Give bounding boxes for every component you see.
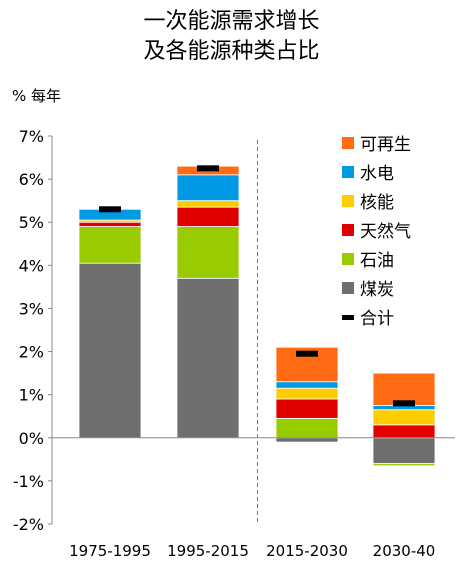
legend-swatch xyxy=(342,195,354,207)
legend-label: 可再生 xyxy=(360,135,411,155)
bar-segment xyxy=(372,372,436,406)
bar-segment xyxy=(176,200,240,208)
y-tick-label: 2% xyxy=(19,343,44,362)
legend-label: 核能 xyxy=(360,193,394,213)
y-tick-label: 5% xyxy=(19,213,44,232)
y-tick-label: 0% xyxy=(19,429,44,448)
bar-segment xyxy=(176,174,240,202)
legend-swatch xyxy=(342,166,354,178)
legend-label: 合计 xyxy=(360,309,394,329)
y-tick-label: 1% xyxy=(19,386,44,405)
bar-segment xyxy=(275,417,339,439)
bar-segment xyxy=(176,206,240,227)
total-marker xyxy=(393,400,415,407)
legend-label: 石油 xyxy=(360,251,394,271)
legend-swatch xyxy=(342,282,354,294)
bar-segment xyxy=(176,277,240,439)
y-axis: -2% -1% 0% 1% 2% 3% 4% 5% 6% 7% xyxy=(13,127,53,534)
bar-segment xyxy=(372,437,436,465)
bar-segment xyxy=(78,226,142,264)
y-tick-label: 6% xyxy=(19,170,44,189)
x-tick-label: 1975-1995 xyxy=(69,542,151,560)
y-tick-label: 3% xyxy=(19,299,44,318)
bar-segment xyxy=(275,398,339,419)
bar-segment xyxy=(275,381,339,389)
x-tick-label: 2015-2030 xyxy=(266,542,348,560)
x-tick-label: 2030-40 xyxy=(373,542,436,560)
y-tick-label: 7% xyxy=(19,127,44,146)
bar-segment xyxy=(372,463,436,467)
y-axis-unit-label: % 每年 xyxy=(12,87,62,105)
legend-label: 天然气 xyxy=(360,222,411,242)
chart-subtitle: 及各能源种类占比 xyxy=(143,39,320,64)
bar-segment xyxy=(176,226,240,279)
x-tick-label: 1995-2015 xyxy=(167,542,249,560)
y-tick-label: -1% xyxy=(13,472,44,491)
legend-label: 煤炭 xyxy=(360,280,394,300)
chart-title: 一次能源需求增长 xyxy=(143,9,320,34)
bar-segment xyxy=(275,437,339,443)
bar-segment xyxy=(78,262,142,439)
legend-swatch xyxy=(342,253,354,265)
bar-segment xyxy=(372,409,436,426)
total-marker xyxy=(99,206,121,213)
legend-label: 水电 xyxy=(360,164,394,184)
y-tick-label: 4% xyxy=(19,256,44,275)
bar-segment xyxy=(78,221,142,227)
bar-segment xyxy=(372,424,436,439)
total-marker xyxy=(296,350,318,357)
total-marker xyxy=(197,165,219,172)
legend-swatch xyxy=(342,224,354,236)
x-axis: 1975-1995 1995-2015 2015-2030 2030-40 xyxy=(52,140,455,560)
legend-swatch xyxy=(342,137,354,149)
legend-swatch-total xyxy=(342,315,354,320)
y-tick-label: -2% xyxy=(13,515,44,534)
bar-segment xyxy=(275,387,339,400)
total-markers xyxy=(99,165,415,407)
